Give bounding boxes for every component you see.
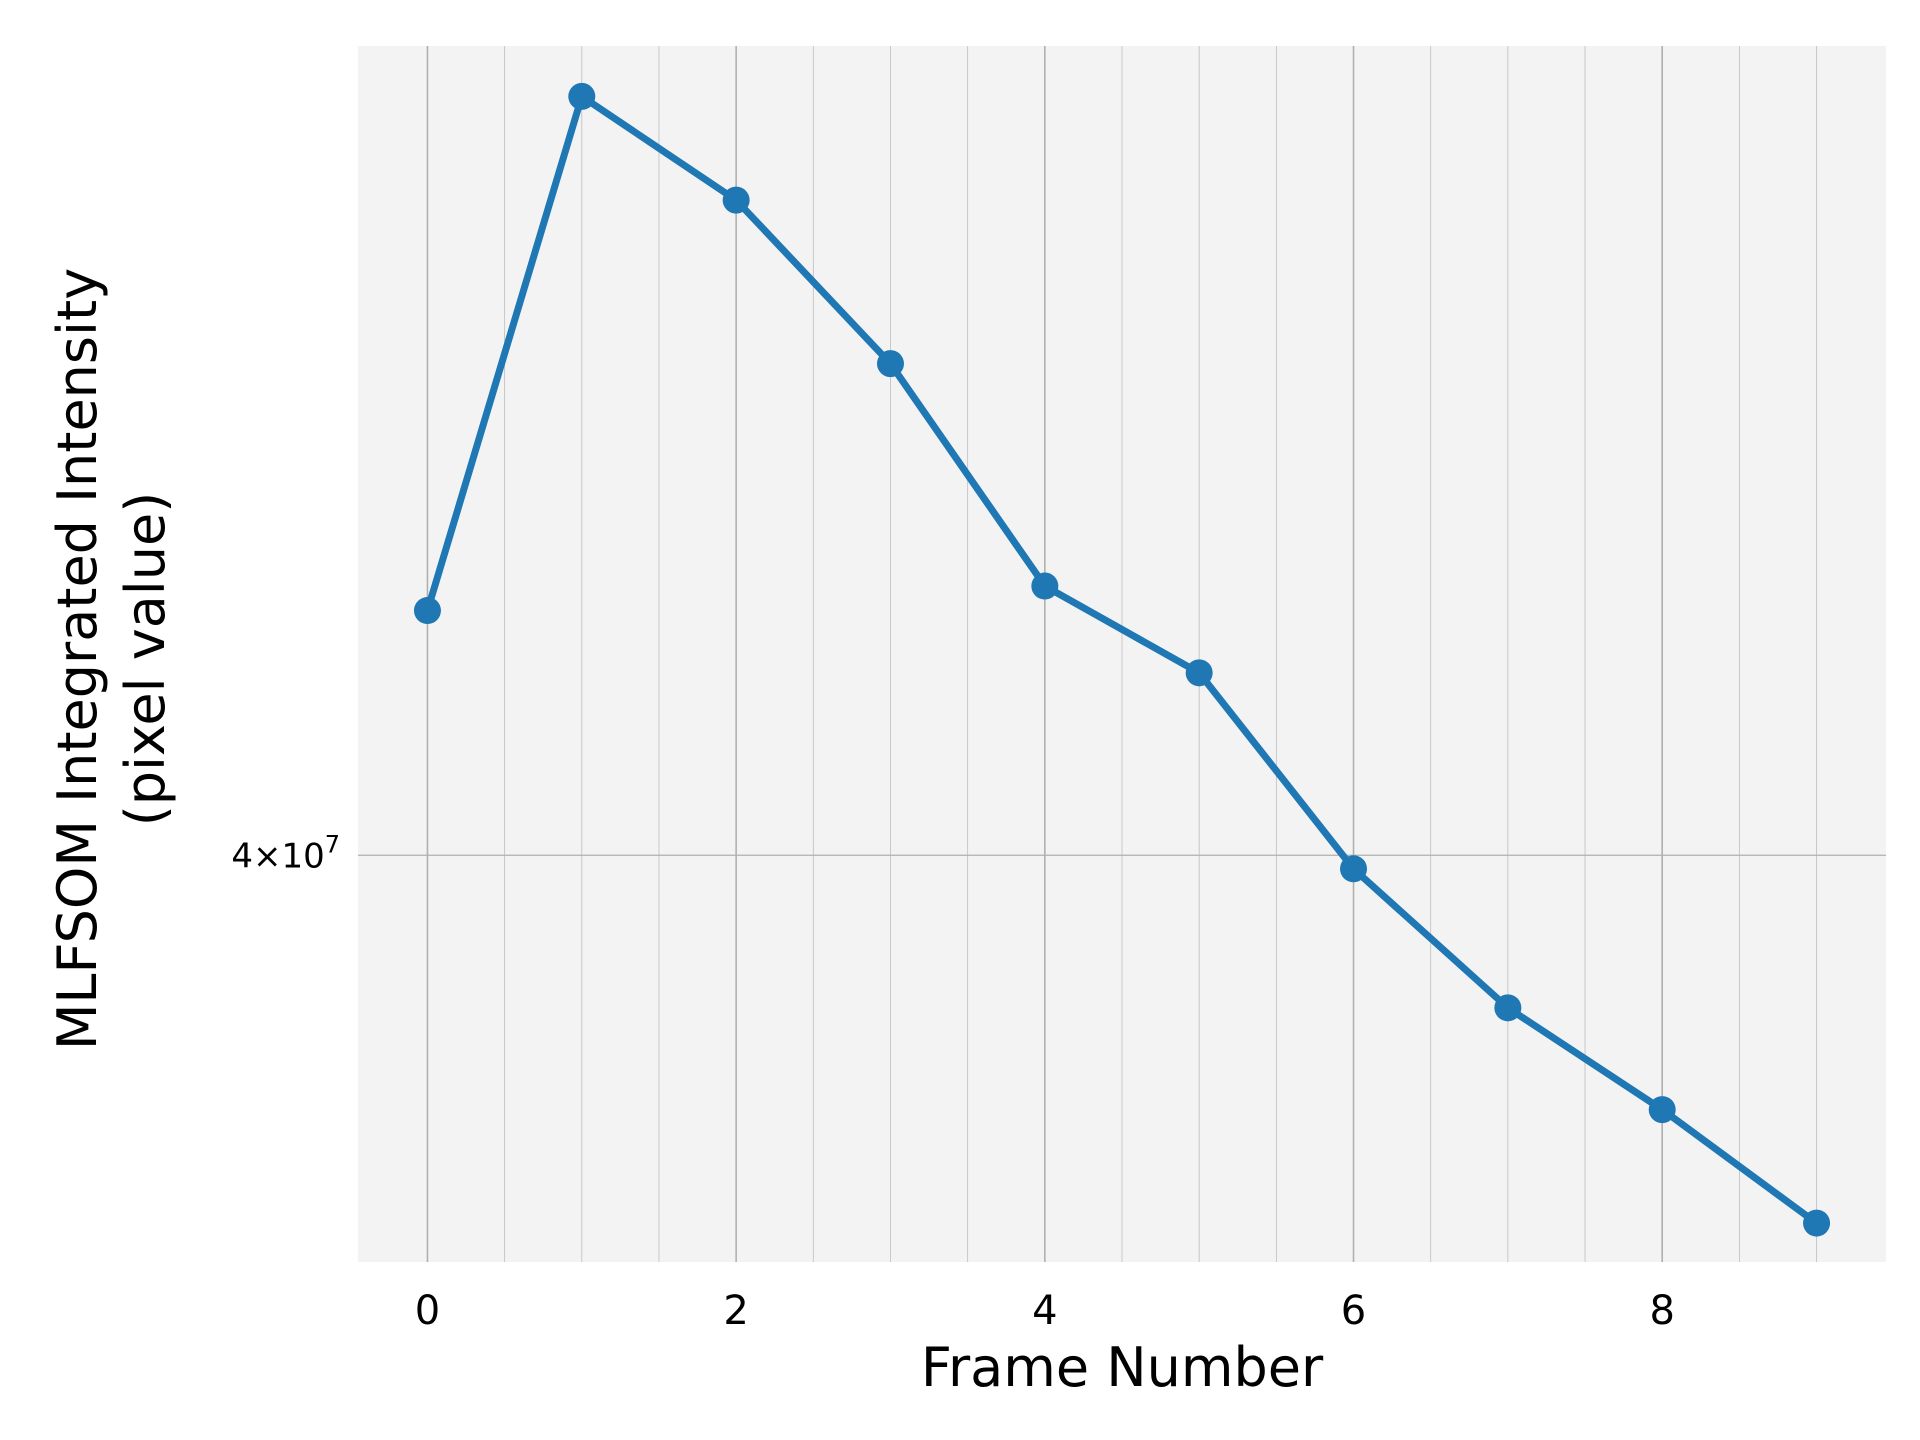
y-tick-labels: 4×107 (231, 830, 340, 876)
data-point (722, 186, 750, 214)
data-point (876, 350, 904, 378)
data-point (1340, 855, 1368, 883)
data-point (1803, 1209, 1831, 1237)
y-axis-label-line-2: (pixel value) (114, 492, 177, 827)
y-tick-label: 4×107 (231, 830, 340, 876)
y-axis-label-line-1: MLFSOM Integrated Intensity (46, 268, 109, 1050)
x-tick-label: 2 (723, 1288, 748, 1334)
series-layer (413, 82, 1831, 1237)
data-point (1494, 994, 1522, 1022)
data-point (413, 597, 441, 625)
data-point (1185, 659, 1213, 687)
data-point (568, 82, 596, 110)
x-axis-label: Frame Number (921, 1336, 1324, 1399)
x-tick-label: 4 (1032, 1288, 1057, 1334)
data-point (1648, 1096, 1676, 1124)
x-tick-label: 6 (1341, 1288, 1366, 1334)
series-line (423, 92, 1821, 1227)
data-point (1031, 572, 1059, 600)
x-tick-labels: 0 2 4 6 8 (415, 1288, 1675, 1334)
x-tick-label: 8 (1649, 1288, 1674, 1334)
x-tick-label: 0 (415, 1288, 440, 1334)
grid-lines (358, 46, 1886, 1262)
